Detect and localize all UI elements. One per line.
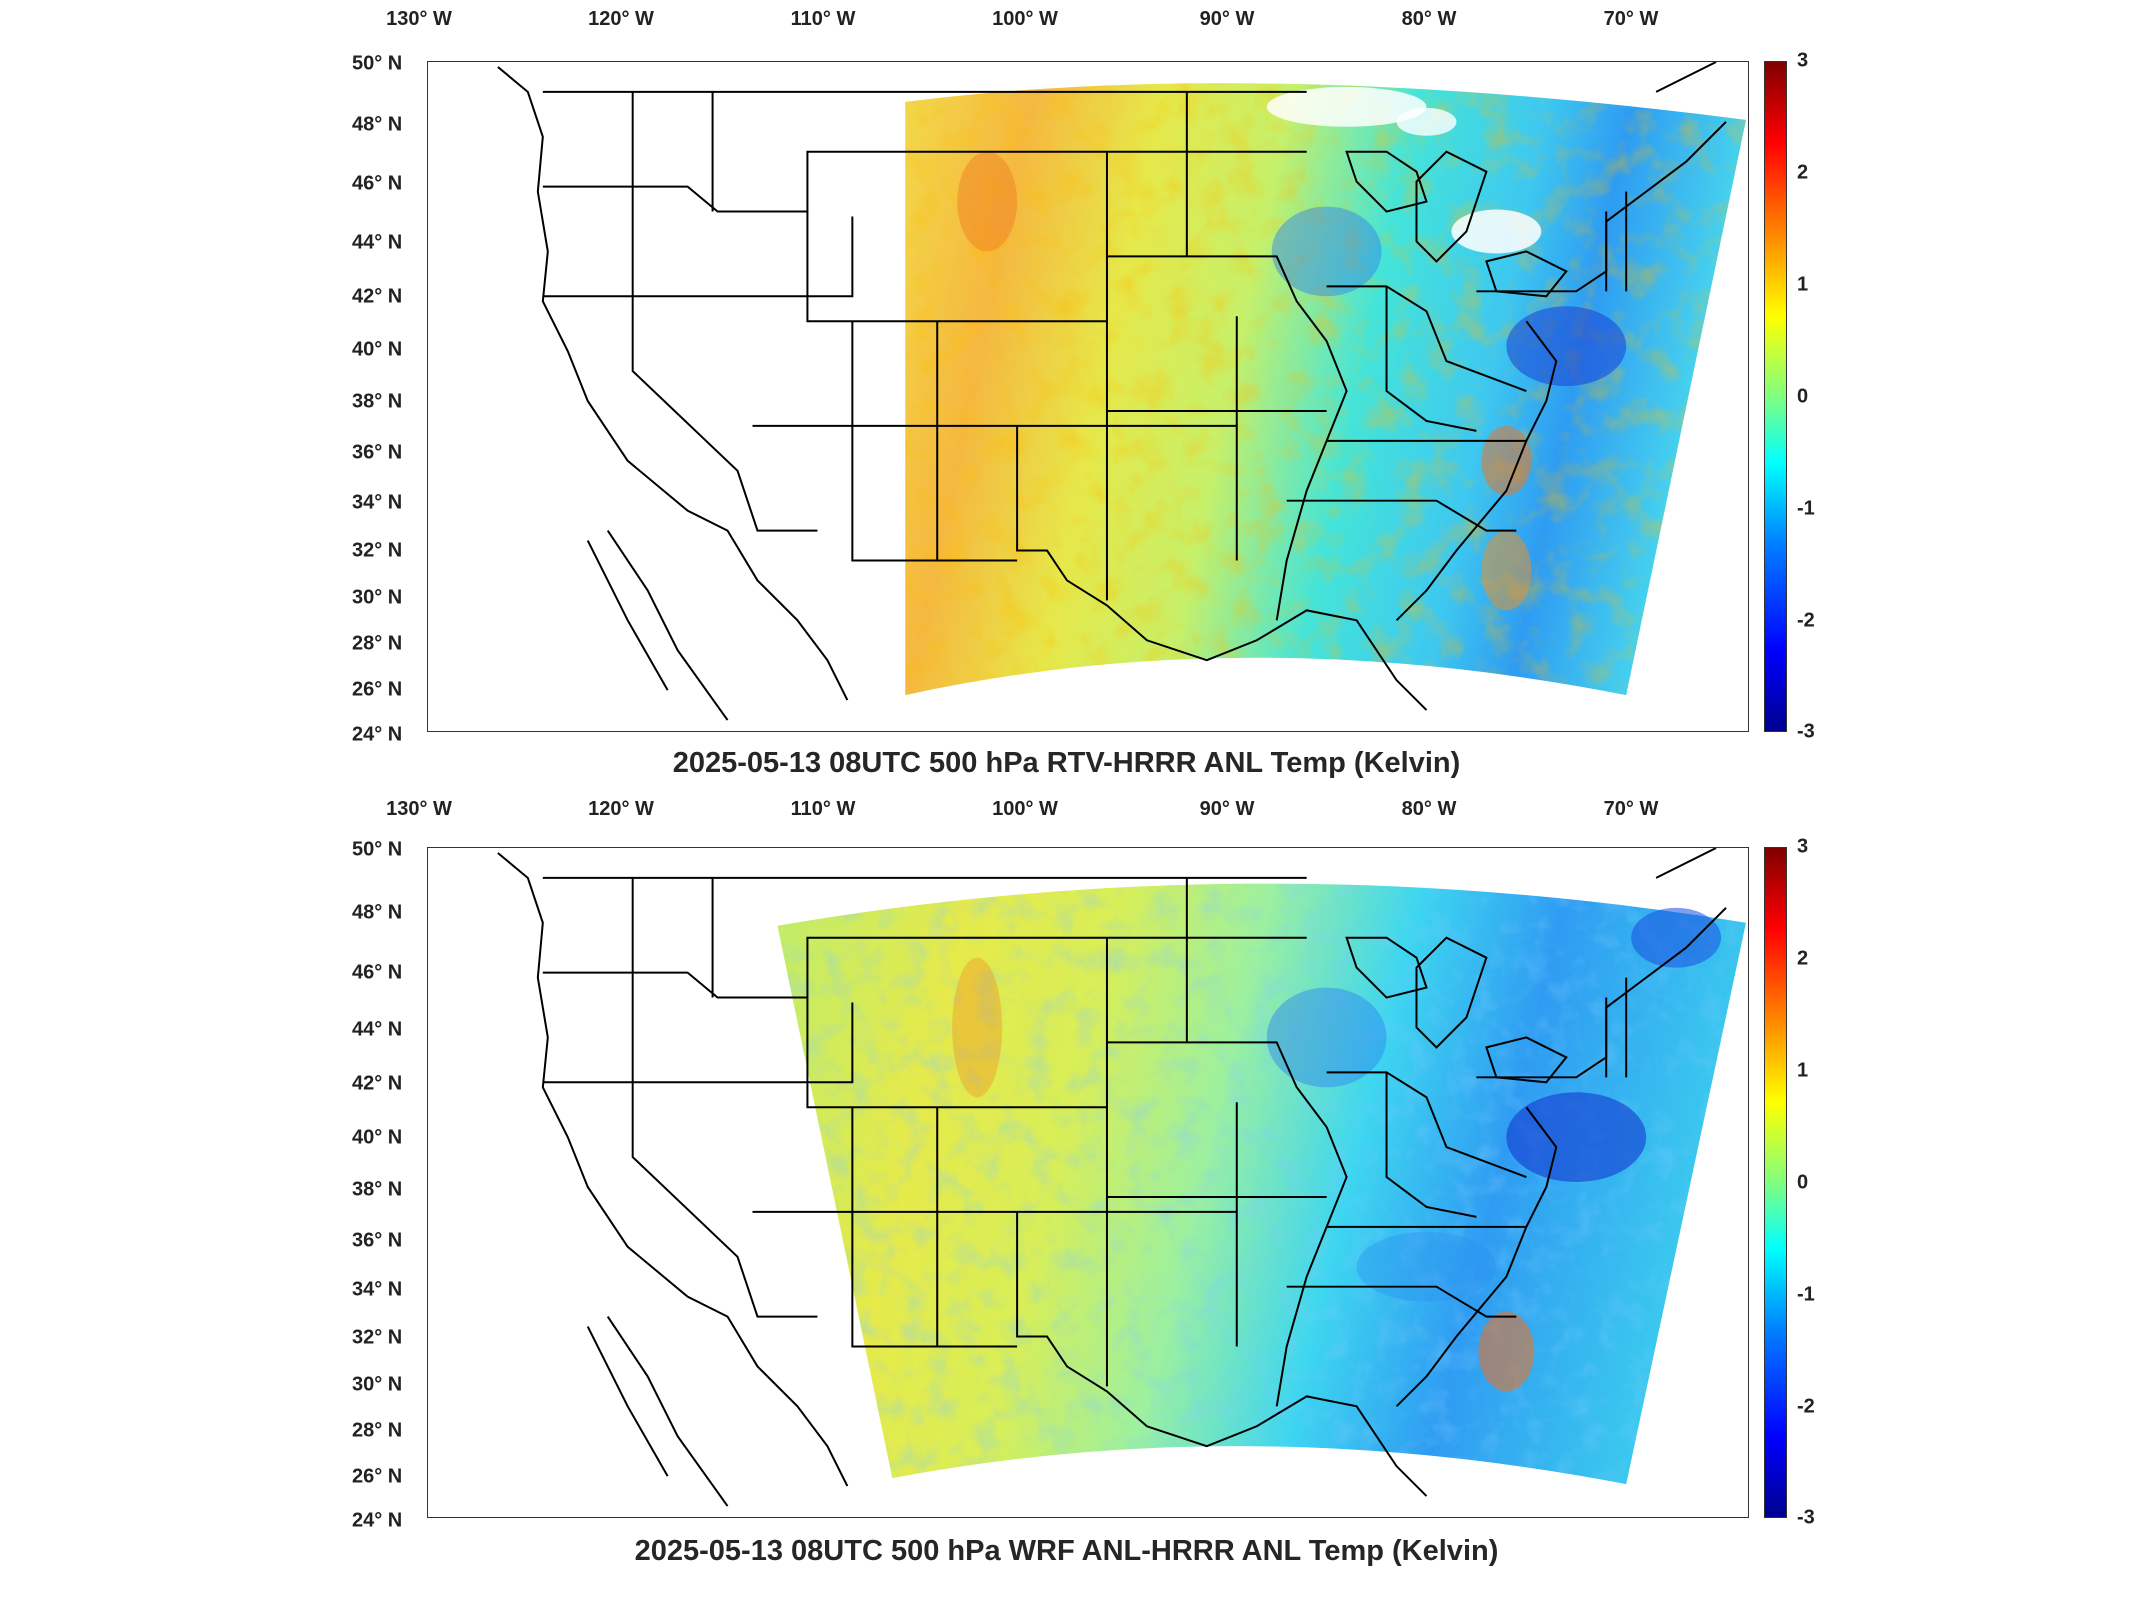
lat-tick: 40° N (352, 338, 403, 361)
lon-tick: 80° W (1401, 798, 1457, 820)
lon-tick: 100° W (992, 8, 1058, 30)
lat-tick: 28° N (352, 632, 403, 655)
anomaly-warm (1481, 425, 1532, 496)
lat-tick: 46° N (352, 961, 403, 984)
missing-data (1396, 107, 1457, 136)
anomaly-warm (952, 957, 1003, 1098)
lat-tick: 44° N (352, 231, 403, 254)
lon-tick: 70° W (1603, 8, 1659, 30)
anomaly-warm (957, 151, 1018, 252)
colorbar-tick: -3 (1797, 1506, 1815, 1529)
lat-tick: 24° N (352, 723, 403, 746)
colorbar-tick: -3 (1797, 720, 1815, 743)
colorbar-tick: 2 (1797, 161, 1809, 184)
lon-tick: 120° W (588, 8, 654, 30)
lat-tick: 48° N (352, 113, 403, 136)
lon-tick: 90° W (1199, 798, 1255, 820)
lat-tick: 44° N (352, 1018, 403, 1041)
lat-tick: 42° N (352, 285, 403, 308)
lat-tick: 40° N (352, 1126, 403, 1149)
lon-tick: 70° W (1603, 798, 1659, 820)
lat-tick: 30° N (352, 1373, 403, 1396)
lat-tick: 28° N (352, 1419, 403, 1442)
lat-tick: 30° N (352, 586, 403, 609)
lat-tick: 24° N (352, 1509, 403, 1532)
lon-tick: 90° W (1199, 8, 1255, 30)
lon-tick: 120° W (588, 798, 654, 820)
map-panel-rtv: 130° W 120° W 110° W 100° W 90° W 80° W … (0, 0, 2133, 790)
anomaly-warm (1481, 530, 1532, 611)
colorbar (1764, 61, 1787, 732)
lat-tick: 38° N (352, 390, 403, 413)
colorbar-tick: -1 (1797, 497, 1815, 520)
colorbar-tick: 3 (1797, 49, 1809, 72)
data-field-noise (905, 83, 1747, 696)
colorbar-tick: 2 (1797, 947, 1809, 970)
anomaly-cold (1266, 987, 1387, 1088)
lat-tick: 36° N (352, 441, 403, 464)
lat-tick: 26° N (352, 678, 403, 701)
colorbar-tick: -1 (1797, 1283, 1815, 1306)
data-field-noise (777, 883, 1747, 1485)
map-plot-rtv (427, 61, 1749, 732)
lon-tick: 130° W (386, 798, 452, 820)
colorbar-tick: 0 (1797, 1171, 1809, 1194)
missing-data (1266, 86, 1427, 127)
map-panel-wrf: 130° W 120° W 110° W 100° W 90° W 80° W … (0, 790, 2133, 1600)
panel-title: 2025-05-13 08UTC 500 hPa RTV-HRRR ANL Te… (672, 747, 1461, 779)
colorbar-tick: 0 (1797, 385, 1809, 408)
lat-tick: 38° N (352, 1178, 403, 1201)
panel-title: 2025-05-13 08UTC 500 hPa WRF ANL-HRRR AN… (634, 1535, 1499, 1567)
lat-tick: 36° N (352, 1229, 403, 1252)
colorbar-tick: -2 (1797, 609, 1815, 632)
boundaries (497, 848, 1727, 1507)
lon-tick: 110° W (790, 798, 856, 820)
lat-tick: 50° N (352, 52, 403, 75)
map-canvas (497, 848, 1747, 1507)
colorbar-tick: 1 (1797, 273, 1809, 296)
anomaly-cold (1506, 306, 1627, 387)
anomaly-cold (1631, 907, 1722, 968)
anomaly-cold (1356, 1231, 1497, 1302)
anomaly-warm (1478, 1311, 1535, 1392)
map-canvas (497, 62, 1747, 721)
colorbar-tick: 1 (1797, 1059, 1809, 1082)
colorbar-tick: 3 (1797, 835, 1809, 858)
lon-tick: 130° W (386, 8, 452, 30)
lat-tick: 32° N (352, 1326, 403, 1349)
anomaly-cold (1271, 206, 1382, 297)
lat-tick: 42° N (352, 1072, 403, 1095)
lat-tick: 50° N (352, 838, 403, 861)
colorbar-tick: -2 (1797, 1395, 1815, 1418)
boundaries (497, 62, 1727, 721)
missing-data (1451, 209, 1542, 254)
lat-tick: 34° N (352, 1278, 403, 1301)
lat-tick: 48° N (352, 901, 403, 924)
lat-tick: 34° N (352, 491, 403, 514)
lon-tick: 100° W (992, 798, 1058, 820)
lon-tick: 80° W (1401, 8, 1457, 30)
colorbar (1764, 847, 1787, 1518)
lat-tick: 46° N (352, 172, 403, 195)
map-plot-wrf (427, 847, 1749, 1518)
lon-tick: 110° W (790, 8, 856, 30)
anomaly-cold (1506, 1092, 1647, 1183)
lat-tick: 26° N (352, 1465, 403, 1488)
lat-tick: 32° N (352, 539, 403, 562)
